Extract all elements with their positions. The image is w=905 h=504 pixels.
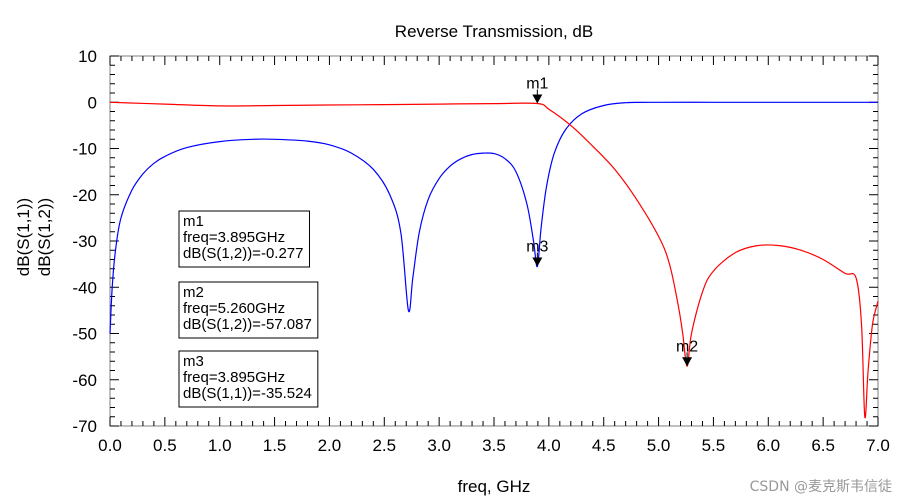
marker-box-frame bbox=[178, 210, 310, 268]
marker-box-line: dB(S(1,2))=-57.087 bbox=[183, 316, 312, 333]
x-tick-label: 7.0 bbox=[866, 436, 890, 455]
y-tick-label: -30 bbox=[72, 232, 97, 251]
y-axis-label: dB(S(1,1)) dB(S(1,2)) bbox=[14, 198, 54, 276]
x-axis-label: freq, GHz bbox=[458, 477, 531, 496]
x-tick-label: 1.0 bbox=[208, 436, 232, 455]
marker-box-line: dB(S(1,2))=-0.277 bbox=[183, 245, 303, 262]
series-line bbox=[109, 101, 879, 334]
x-tick-label: 6.5 bbox=[811, 436, 835, 455]
marker-label: m3 bbox=[526, 239, 548, 256]
y-tick-label: -10 bbox=[72, 140, 97, 159]
y-axis-label-s12: dB(S(1,2)) bbox=[35, 198, 54, 276]
marker-box-line: dB(S(1,1))=-35.524 bbox=[183, 385, 312, 402]
y-tick-label: 0 bbox=[88, 93, 97, 112]
x-tick-label: 4.5 bbox=[592, 436, 616, 455]
marker-box-line: m2 bbox=[183, 284, 204, 301]
marker-box-line: freq=5.260GHz bbox=[183, 300, 285, 317]
marker-box-line: freq=3.895GHz bbox=[183, 369, 285, 386]
y-tick-label: -50 bbox=[72, 325, 97, 344]
marker-boxes: m1freq=3.895GHzdB(S(1,2))=-0.277m2freq=5… bbox=[178, 210, 319, 408]
y-tick-label: -70 bbox=[72, 417, 97, 436]
y-tick-label: -40 bbox=[72, 278, 97, 297]
axis-ticks bbox=[109, 55, 879, 427]
chart-title: Reverse Transmission, dB bbox=[395, 22, 593, 41]
marker-triangle bbox=[532, 257, 543, 267]
y-tick-labels: 10 0 -10 -20 -30 -40 -50 -60 -70 bbox=[72, 47, 97, 436]
marker-label: m2 bbox=[676, 338, 698, 355]
marker-box-line: freq=3.895GHz bbox=[183, 229, 285, 246]
y-tick-label: 10 bbox=[78, 47, 97, 66]
x-tick-label: 6.0 bbox=[756, 436, 780, 455]
marker-box-line: m1 bbox=[183, 213, 204, 230]
series-line bbox=[109, 101, 879, 419]
x-tick-label: 2.5 bbox=[372, 436, 396, 455]
x-tick-label: 0.5 bbox=[153, 436, 177, 455]
x-tick-label: 1.5 bbox=[263, 436, 287, 455]
marker-box-line: m3 bbox=[183, 353, 204, 370]
x-tick-label: 3.5 bbox=[482, 436, 506, 455]
y-axis-label-s11: dB(S(1,1)) bbox=[14, 198, 33, 276]
x-tick-label: 3.0 bbox=[427, 436, 451, 455]
y-tick-label: -20 bbox=[72, 186, 97, 205]
marker-label: m1 bbox=[526, 76, 548, 93]
x-tick-labels: 0.0 0.5 1.0 1.5 2.0 2.5 3.0 3.5 4.0 4.5 5.0 5.5 6.0 6… bbox=[98, 436, 890, 455]
marker-triangle bbox=[532, 94, 543, 104]
x-tick-label: 2.0 bbox=[318, 436, 342, 455]
x-tick-label: 0.0 bbox=[98, 436, 122, 455]
watermark-text: CSDN @麦克斯韦信徒 bbox=[750, 479, 892, 495]
markers-layer: m1 m2 m3 bbox=[526, 76, 698, 367]
x-tick-label: 5.5 bbox=[702, 436, 726, 455]
y-tick-label: -60 bbox=[72, 371, 97, 390]
marker-box-frame bbox=[178, 350, 319, 408]
x-tick-label: 4.0 bbox=[537, 436, 561, 455]
marker-triangle bbox=[682, 357, 693, 367]
marker-box-frame bbox=[178, 281, 319, 339]
x-tick-label: 5.0 bbox=[647, 436, 671, 455]
series-layer bbox=[109, 101, 879, 419]
